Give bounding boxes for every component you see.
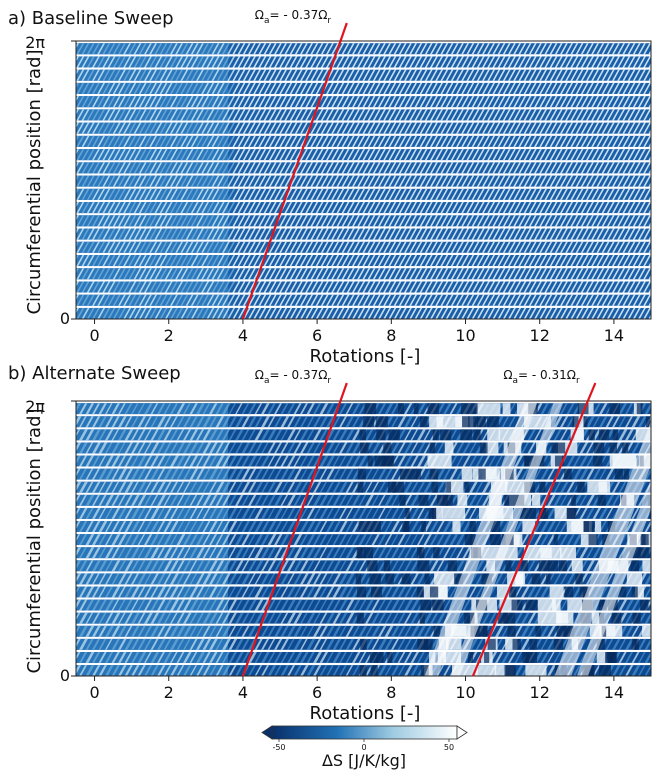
colorbar: -50 0 50 ΔS [J/K/kg] xyxy=(261,725,468,770)
passage-band xyxy=(76,281,651,293)
passage-band xyxy=(76,149,651,161)
x-tick-label: 4 xyxy=(238,683,248,702)
passage-band xyxy=(76,638,651,650)
colorbar-label: ΔS [J/K/kg] xyxy=(322,751,406,770)
passage-band xyxy=(76,162,651,174)
panel-a-ylabel: Circumferential position [rad] xyxy=(24,49,45,314)
panel-a-annotations: Ωa= - 0.37Ωr xyxy=(241,8,348,320)
pattern-speed-label: Ωa= - 0.37Ωr xyxy=(255,368,332,386)
panel-b-ylabel: Circumferential position [rad] xyxy=(24,408,45,673)
passage-band xyxy=(76,468,651,480)
passage-band xyxy=(76,442,651,454)
x-tick-label: 10 xyxy=(455,326,475,345)
passage-band xyxy=(76,307,651,319)
pattern-speed-line xyxy=(241,382,348,677)
passage-band xyxy=(76,534,651,546)
panel-a-ytick-top: 2π xyxy=(25,33,45,52)
x-tick-label: 2 xyxy=(164,683,174,702)
passage-band xyxy=(76,494,651,506)
pattern-speed-label: Ωa= - 0.37Ωr xyxy=(255,8,332,26)
passage-band xyxy=(76,255,651,267)
passage-band xyxy=(76,547,651,559)
passage-band xyxy=(76,82,651,94)
passage-band xyxy=(76,56,651,68)
colorbar-tick-max: 50 xyxy=(444,743,454,752)
x-tick-label: 8 xyxy=(386,326,396,345)
passage-band xyxy=(76,135,651,147)
passage-band xyxy=(76,403,651,415)
panel-b-xlabel: Rotations [-] xyxy=(310,703,421,724)
passage-band xyxy=(76,455,651,467)
passage-band xyxy=(76,43,651,55)
colorbar-extend-high xyxy=(456,725,468,740)
high-entropy-streak xyxy=(424,401,538,676)
passage-band xyxy=(76,202,651,214)
panel-a-title: a) Baseline Sweep xyxy=(8,8,174,29)
passage-band xyxy=(76,599,651,611)
passage-band xyxy=(76,612,651,624)
x-tick-label: 12 xyxy=(530,326,550,345)
passage-band xyxy=(76,507,651,519)
passage-band xyxy=(76,109,651,121)
panel-b: b) Alternate Sweep 0 2 4 6 8 10 12 14 2π 0 Circ… xyxy=(8,363,652,724)
passage-band xyxy=(76,122,651,134)
colorbar-tick-zero: 0 xyxy=(361,743,366,752)
passage-band xyxy=(76,573,651,585)
passage-band xyxy=(76,69,651,81)
panel-b-annotations: Ωa= - 0.37Ωr Ωa= - 0.31Ωr xyxy=(241,368,597,677)
x-tick-label: 0 xyxy=(89,326,99,345)
x-tick-label: 14 xyxy=(604,683,624,702)
high-entropy-streak xyxy=(554,420,651,676)
passage-band xyxy=(76,175,651,187)
panel-a-heatmap xyxy=(76,41,651,319)
colorbar-extend-low xyxy=(261,725,273,740)
x-tick-label: 6 xyxy=(312,326,322,345)
passage-band xyxy=(76,521,651,532)
x-tick-label: 2 xyxy=(164,326,174,345)
panel-b-ytick-bottom: 0 xyxy=(60,666,70,685)
passage-band xyxy=(76,560,651,572)
x-tick-label: 12 xyxy=(530,683,550,702)
passage-band xyxy=(76,416,651,428)
high-entropy-streak xyxy=(450,401,564,676)
high-entropy-streak xyxy=(576,479,651,676)
passage-band xyxy=(76,481,651,493)
panel-a: a) Baseline Sweep 0 2 4 6 8 10 12 14 2π 0 Circu… xyxy=(8,8,652,367)
pattern-speed-line xyxy=(471,382,597,677)
panel-a-ytick-bottom: 0 xyxy=(60,309,70,328)
x-tick-label: 0 xyxy=(89,683,99,702)
passage-band xyxy=(76,188,651,200)
x-tick-label: 4 xyxy=(238,326,248,345)
panel-a-xlabel: Rotations [-] xyxy=(310,346,421,367)
x-tick-label: 14 xyxy=(604,326,624,345)
pattern-speed-label: Ωa= - 0.31Ωr xyxy=(503,368,580,386)
panel-b-title: b) Alternate Sweep xyxy=(8,363,181,384)
passage-band xyxy=(76,625,651,637)
colorbar-tick-min: -50 xyxy=(272,743,285,752)
x-tick-label: 8 xyxy=(386,683,396,702)
x-tick-label: 10 xyxy=(455,683,475,702)
passage-band xyxy=(76,665,651,676)
passage-band xyxy=(76,215,651,227)
passage-band xyxy=(76,241,651,253)
passage-band xyxy=(76,294,651,306)
passage-band xyxy=(76,96,651,108)
panel-b-heatmap xyxy=(76,401,651,676)
x-tick-label: 6 xyxy=(312,683,322,702)
panel-b-ytick-top: 2π xyxy=(25,397,45,416)
passage-band xyxy=(76,268,651,280)
passage-band xyxy=(76,586,651,598)
panel-b-axes: 0 2 4 6 8 10 12 14 xyxy=(71,400,652,702)
panel-a-axes: 0 2 4 6 8 10 12 14 xyxy=(71,40,652,345)
passage-band xyxy=(76,429,651,441)
pattern-speed-line xyxy=(241,22,348,320)
passage-band xyxy=(76,228,651,240)
colorbar-gradient xyxy=(271,725,458,740)
